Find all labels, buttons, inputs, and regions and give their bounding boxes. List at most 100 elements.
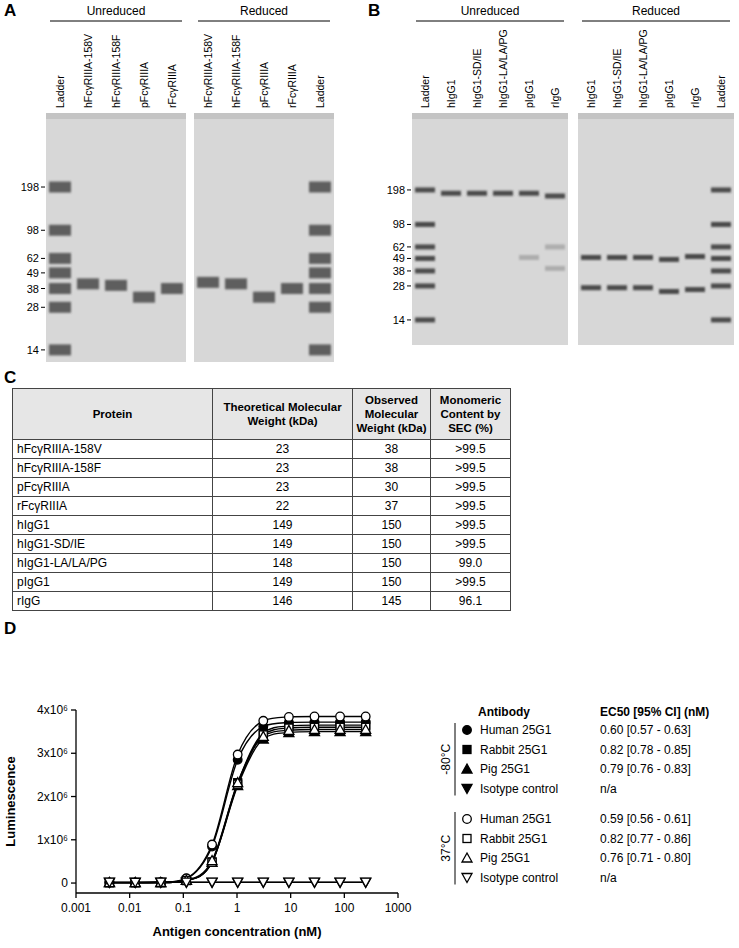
- group-line: [50, 21, 182, 22]
- group-line: [198, 21, 330, 22]
- gel-band: [309, 225, 331, 236]
- gel-band: [415, 268, 435, 273]
- data-table: ProteinTheoretical Molecular Weight (kDa…: [12, 388, 511, 611]
- lane-label: rFcγRIIIA: [166, 64, 178, 108]
- gel-band: [633, 255, 653, 260]
- panel-label: D: [4, 619, 16, 638]
- legend-header: Antibody: [478, 705, 530, 719]
- legend-ec50: n/a: [600, 871, 617, 885]
- data-point: [361, 878, 371, 887]
- data-point: [105, 878, 114, 887]
- tick-mark: [41, 288, 45, 289]
- gel-band: [519, 255, 539, 260]
- group-label: 37°C: [439, 835, 453, 862]
- data-point: [258, 731, 268, 740]
- table-cell: 150: [353, 535, 431, 554]
- header-row: ProteinTheoretical Molecular Weight (kDa…: [13, 389, 511, 440]
- x-tick-label: 1: [234, 901, 241, 915]
- table-cell: 146: [213, 592, 353, 611]
- table-cell: >99.5: [431, 535, 511, 554]
- legend-label: Isotype control: [480, 782, 558, 796]
- gel-band: [309, 283, 331, 294]
- data-point: [336, 712, 345, 721]
- table-cell: 23: [213, 459, 353, 478]
- table-body: hFcγRIIIA-158V2338>99.5hFcγRIIIA-158F233…: [13, 440, 511, 611]
- data-point: [208, 840, 217, 849]
- legend-label: Human 25G1: [480, 812, 552, 826]
- gel-band: [415, 317, 435, 322]
- legend-label: Pig 25G1: [480, 762, 530, 776]
- gel-band: [607, 285, 627, 290]
- table-head: ProteinTheoretical Molecular Weight (kDa…: [13, 389, 511, 440]
- lane-label: pIgG1: [523, 79, 535, 108]
- gel-band: [711, 317, 731, 322]
- tick-mark: [407, 270, 411, 271]
- group-title: Reduced: [632, 4, 680, 18]
- gel-wells: [412, 113, 568, 119]
- y-tick-label: 1x10⁶: [37, 833, 68, 847]
- lane-label: Ladder: [715, 75, 727, 108]
- data-point: [156, 878, 166, 887]
- gel-band: [49, 344, 71, 355]
- data-point: [310, 712, 319, 721]
- gel-band: [415, 222, 435, 227]
- table-cell: 96.1: [431, 592, 511, 611]
- header-cell: Protein: [13, 389, 213, 440]
- data-point: [181, 878, 191, 887]
- data-point: [130, 878, 140, 887]
- gel-band: [161, 283, 183, 294]
- table-cell: 150: [353, 516, 431, 535]
- table-row: hIgG1-SD/IE149150>99.5: [13, 535, 511, 554]
- x-tick-label: 0.01: [118, 901, 142, 915]
- table-cell: 145: [353, 592, 431, 611]
- gel-band: [711, 222, 731, 227]
- data-point: [105, 878, 114, 887]
- gel-band: [105, 280, 127, 291]
- data-point: [309, 878, 319, 887]
- gel-band: [49, 267, 71, 278]
- gel-band: [281, 283, 303, 294]
- gel-band: [309, 302, 331, 313]
- gel-band: [441, 191, 461, 196]
- data-point: [156, 878, 165, 887]
- lane-label: hIgG1-SD/IE: [611, 48, 623, 108]
- data-point: [131, 879, 139, 887]
- table-cell: 150: [353, 554, 431, 573]
- table-cell: hIgG1: [13, 516, 213, 535]
- data-point: [105, 879, 113, 887]
- fit-line: [109, 725, 365, 882]
- tick-mark: [407, 189, 411, 190]
- gel-wells: [578, 113, 734, 119]
- tick-mark: [41, 187, 45, 188]
- lane-label: hFcγRIIIA-158F: [110, 34, 122, 108]
- y-tick: [71, 796, 76, 797]
- legend-ec50: 0.82 [0.78 - 0.85]: [600, 743, 691, 757]
- gel-band: [49, 182, 71, 193]
- legend-marker: [462, 764, 472, 773]
- legend-marker: [463, 726, 472, 735]
- table-cell: rFcγRIIIA: [13, 497, 213, 516]
- tick-label: 49: [27, 267, 39, 279]
- data-point: [207, 878, 217, 887]
- data-point: [258, 878, 268, 887]
- y-tick-label: 3x10⁶: [37, 746, 68, 760]
- gel-band: [607, 255, 627, 260]
- tick-mark: [41, 349, 45, 350]
- tick-label: 62: [27, 252, 39, 264]
- data-point: [156, 878, 165, 887]
- y-tick: [71, 753, 76, 754]
- legend-marker: [462, 874, 472, 883]
- gel-band: [519, 191, 539, 196]
- y-tick-label: 0: [61, 876, 68, 890]
- group-bracket: [455, 723, 456, 796]
- data-point: [284, 878, 294, 887]
- group-title: Reduced: [240, 4, 288, 18]
- data-point: [233, 778, 243, 787]
- plot-area: [104, 712, 370, 887]
- gel-band: [49, 225, 71, 236]
- legend-ec50: n/a: [600, 782, 617, 796]
- tick-mark: [407, 285, 411, 286]
- gel-band: [467, 191, 487, 196]
- legend-label: Pig 25G1: [480, 851, 530, 865]
- table-cell: 149: [213, 516, 353, 535]
